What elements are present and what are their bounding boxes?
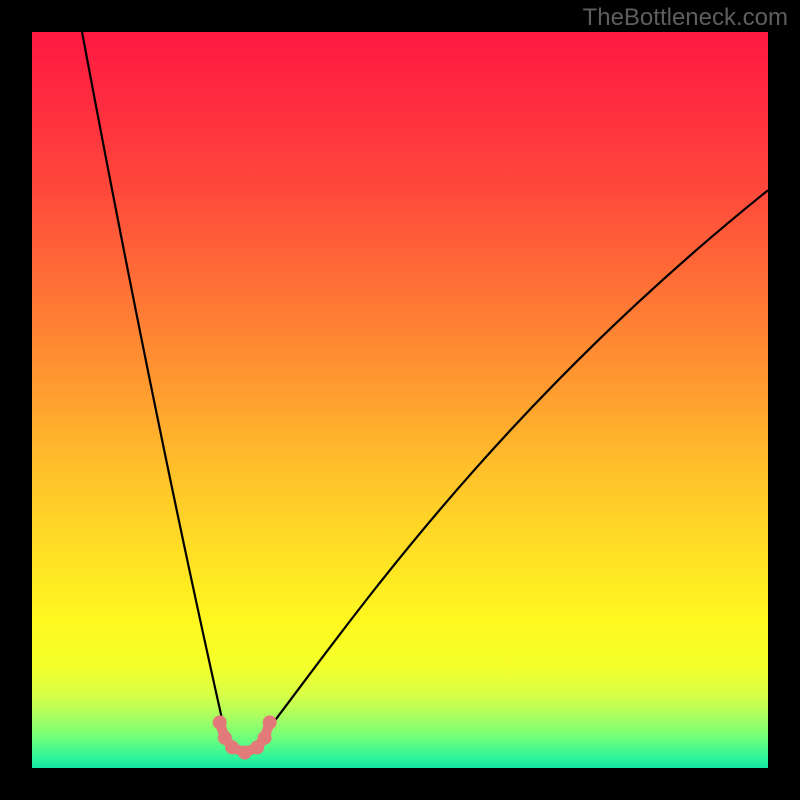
bottleneck-chart — [0, 0, 800, 800]
watermark-text: TheBottleneck.com — [583, 4, 788, 32]
valley-dot — [213, 715, 227, 729]
valley-dot — [225, 740, 239, 754]
valley-dot — [258, 731, 272, 745]
gradient-background — [32, 32, 768, 768]
chart-container: TheBottleneck.com — [0, 0, 800, 800]
valley-dot — [263, 715, 277, 729]
valley-dot — [238, 746, 252, 760]
